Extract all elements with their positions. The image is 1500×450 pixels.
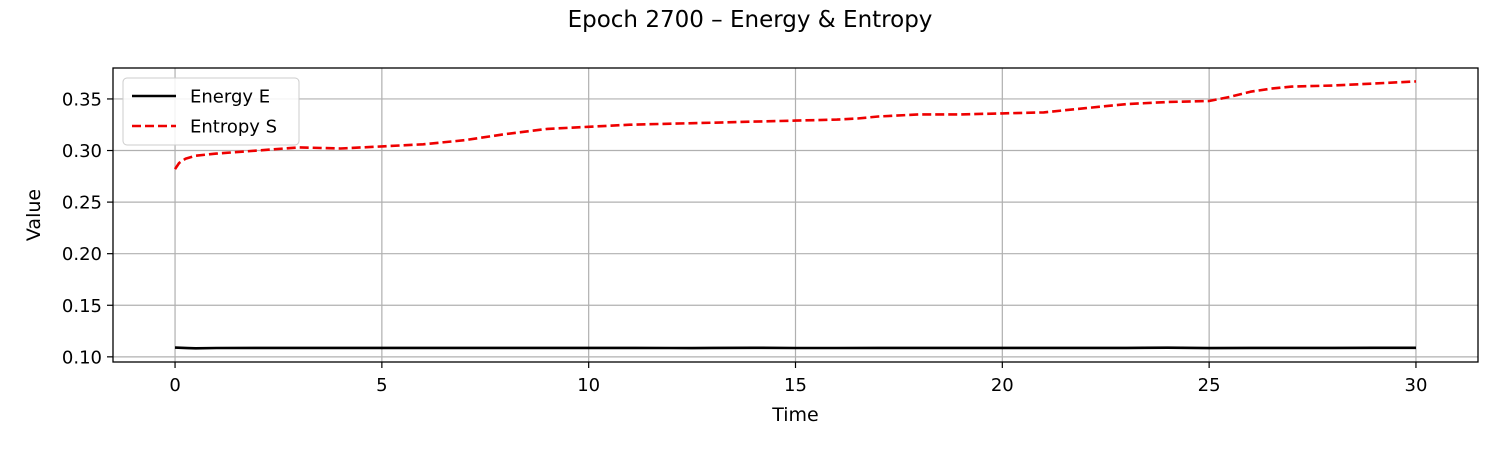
x-axis-label: Time	[771, 404, 819, 426]
y-tick-label: 0.30	[62, 141, 102, 162]
legend-label-1: Entropy S	[190, 117, 277, 138]
x-tick-label: 5	[376, 375, 387, 396]
axis-ticks: 0 5 10 15 20 25 30 0.10 0.15 0.20 0.25 0.30 0.35	[62, 89, 1427, 396]
legend: Energy E Entropy S	[122, 77, 300, 146]
y-axis-label: Value	[23, 189, 45, 241]
series-line-1	[173, 80, 1417, 170]
legend-label-0: Energy E	[190, 87, 270, 108]
x-tick-label: 15	[784, 375, 807, 396]
y-tick-label: 0.15	[62, 296, 102, 317]
series-group	[173, 80, 1417, 350]
series-line-0	[174, 346, 1416, 350]
y-tick-label: 0.35	[62, 89, 102, 110]
y-tick-label: 0.10	[62, 347, 102, 368]
x-tick-label: 25	[1198, 375, 1221, 396]
x-tick-label: 30	[1405, 375, 1428, 396]
y-tick-label: 0.25	[62, 193, 102, 214]
y-tick-label: 0.20	[62, 244, 102, 265]
x-tick-label: 0	[169, 375, 180, 396]
x-tick-label: 10	[577, 375, 600, 396]
grid	[113, 68, 1478, 362]
chart-title: Epoch 2700 – Energy & Entropy	[568, 7, 933, 33]
x-tick-label: 20	[991, 375, 1014, 396]
